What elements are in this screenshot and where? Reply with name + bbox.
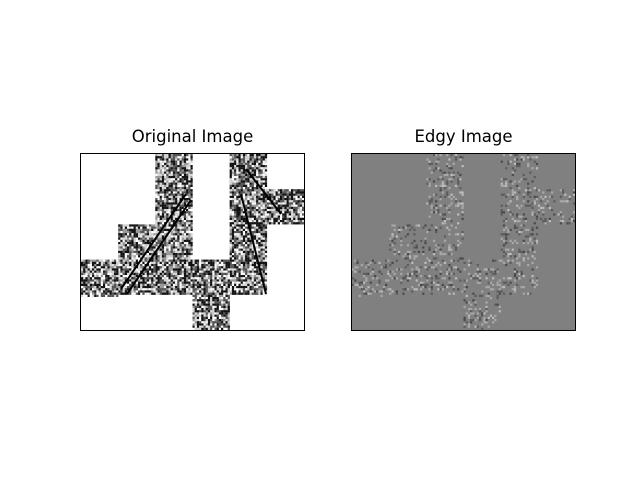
original-image-title: Original Image bbox=[131, 127, 254, 146]
edgy-image-title: Edgy Image bbox=[414, 127, 513, 146]
image-tile bbox=[463, 259, 501, 330]
road-streak bbox=[245, 168, 282, 215]
image-background bbox=[352, 154, 575, 330]
original-image-axes bbox=[80, 153, 305, 331]
original-image-panel: Original Image bbox=[80, 127, 305, 331]
image-tile bbox=[81, 259, 119, 297]
road-streak bbox=[240, 193, 267, 295]
image-tile bbox=[426, 154, 464, 295]
image-tile bbox=[389, 224, 427, 295]
road-streak bbox=[126, 199, 192, 295]
edgy-image-panel: Edgy Image bbox=[351, 127, 576, 331]
edgy-image-axes bbox=[351, 153, 576, 331]
image-tile bbox=[500, 154, 539, 295]
edgy-image-raster bbox=[352, 154, 575, 330]
image-tile bbox=[537, 189, 575, 225]
original-image-raster bbox=[81, 154, 304, 330]
road-streak bbox=[120, 193, 187, 290]
image-tile bbox=[192, 259, 230, 330]
image-tile bbox=[266, 189, 304, 225]
image-tile bbox=[352, 259, 390, 297]
